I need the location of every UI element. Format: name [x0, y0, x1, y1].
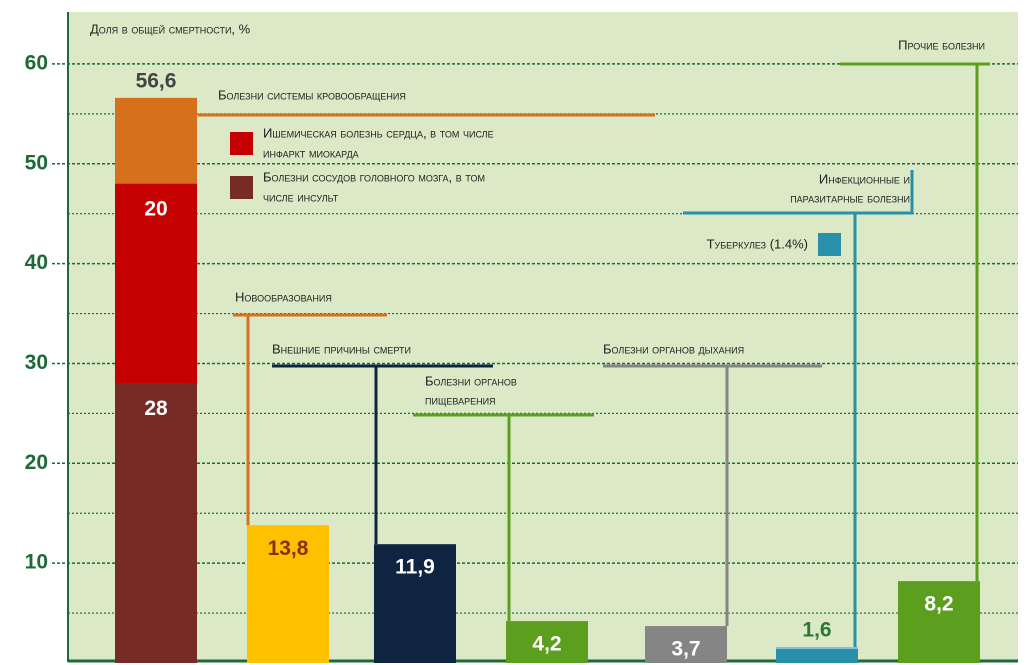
legend-label: числе инсульт [263, 189, 339, 204]
bar-segment [115, 183, 197, 384]
bar [247, 525, 329, 663]
y-tick-label: 20 [25, 451, 48, 474]
bar [506, 621, 588, 663]
legend-label: Туберкулез (1.4%) [707, 236, 808, 251]
bar [645, 626, 727, 663]
y-tick-label: 10 [25, 551, 48, 574]
bar [898, 581, 980, 663]
bar-name: Новообразования [235, 289, 332, 304]
bar-segment [776, 649, 858, 663]
legend-label: инфаркт миокарда [263, 145, 359, 160]
legend-swatch [818, 233, 841, 256]
segment-label: 20 [144, 197, 167, 220]
plot-background [68, 12, 1018, 662]
bar-name: Инфекционные и [819, 171, 910, 186]
value-label: 56,6 [136, 69, 177, 92]
bar [374, 544, 456, 663]
legend-swatch [230, 176, 253, 199]
bar-name: Болезни системы кровообращения [218, 87, 406, 102]
bar-name: Прочие болезни [898, 37, 985, 52]
legend-label: Ишемическая болезнь сердца, в том числе [263, 125, 494, 140]
legend-swatch [230, 132, 253, 155]
value-label: 3,7 [671, 638, 700, 661]
bar-name: Болезни органов [425, 373, 517, 388]
value-label: 11,9 [395, 556, 435, 579]
value-label: 4,2 [532, 633, 561, 656]
value-label: 8,2 [924, 593, 953, 616]
bar-segment [115, 383, 197, 663]
bar-name: Внешние причины смерти [272, 341, 411, 356]
y-tick-label: 40 [25, 251, 48, 274]
value-label: 1,6 [802, 619, 831, 642]
bar-name: пищеварения [425, 392, 496, 407]
bar-name: паразитарные болезни [790, 190, 910, 205]
y-tick-label: 50 [25, 151, 48, 174]
value-label: 13,8 [268, 537, 309, 560]
segment-label: 28 [144, 397, 168, 420]
y-tick-label: 30 [25, 351, 48, 374]
chart-title: Доля в общей смертности, % [90, 21, 251, 36]
legend-label: Болезни сосудов головного мозга, в том [263, 169, 485, 184]
bar-name: Болезни органов дыхания [603, 341, 744, 356]
y-tick-label: 60 [25, 51, 48, 74]
